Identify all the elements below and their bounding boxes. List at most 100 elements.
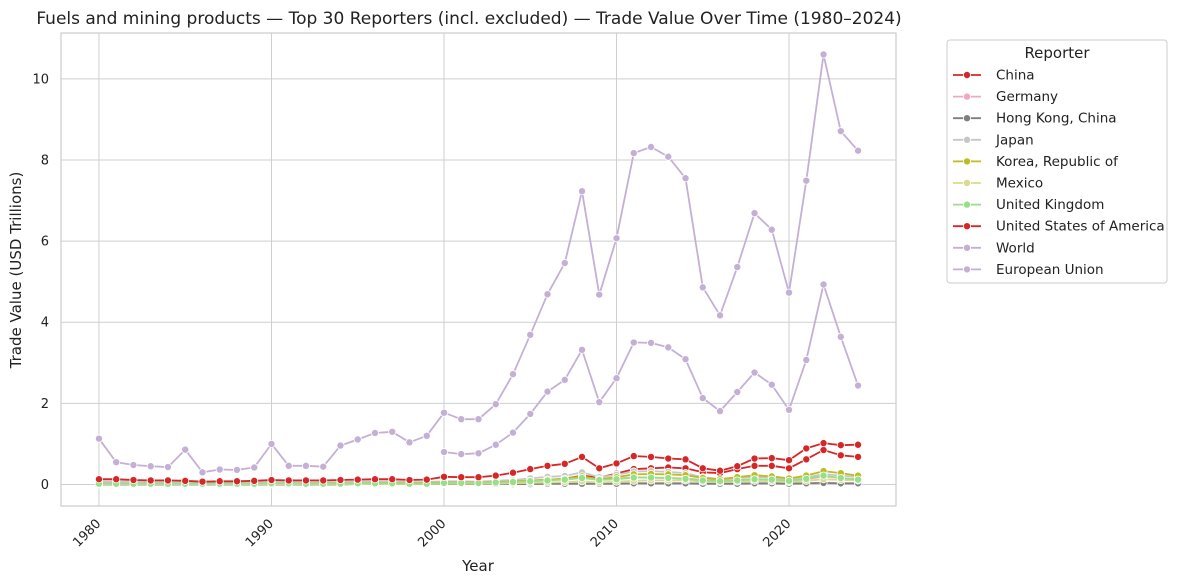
data-point [250,476,259,485]
legend-swatch-marker [963,265,972,274]
data-point [698,283,707,292]
data-point [163,463,172,472]
data-point [543,387,552,396]
data-point [836,332,845,341]
x-tick-label: 2020 [760,516,794,550]
y-tick-label: 0 [41,478,49,493]
data-point [767,475,776,484]
data-point [215,465,224,474]
data-point [836,441,845,450]
data-point [181,476,190,485]
data-point [664,343,673,352]
data-point [647,473,656,482]
legend-swatch-marker [963,92,972,101]
data-point [854,146,863,155]
data-point [112,475,121,484]
data-point [509,370,518,379]
legend-label: United Kingdom [996,197,1104,213]
data-point [647,452,656,461]
data-point [767,225,776,234]
data-point [560,375,569,384]
data-point [681,455,690,464]
data-point [405,438,414,447]
data-point [439,408,448,417]
legend-items: China Germany Hong Kong, China Japan Korea, … [953,68,1165,278]
data-point [750,209,759,218]
data-point [767,461,776,470]
data-point [595,290,604,299]
data-point [543,461,552,470]
x-tick-label: 2000 [415,516,449,550]
data-point [595,398,604,407]
legend-title: Reporter [1024,44,1090,62]
data-point [301,476,310,485]
data-point [526,409,535,418]
data-point [353,475,362,484]
data-point [578,345,587,354]
y-tick-label: 10 [32,72,49,87]
data-point [629,149,638,158]
legend-swatch-marker [963,71,972,80]
legend-label: World [996,240,1035,256]
data-point [681,355,690,364]
data-point [509,478,518,487]
data-point [733,462,742,471]
data-point [388,427,397,436]
legend-label: Germany [996,89,1058,105]
data-point [664,152,673,161]
data-point [112,458,121,467]
legend-item-japan: Japan [953,132,1034,148]
legend-swatch-marker [963,178,972,187]
data-point [526,477,535,486]
data-point [232,477,241,486]
data-point [301,461,310,470]
data-point [439,472,448,481]
data-point [716,466,725,475]
data-point [854,440,863,449]
data-point [267,476,276,485]
grid-layer [61,33,896,506]
data-point [560,459,569,468]
data-point [802,444,811,453]
data-point [146,476,155,485]
data-point [612,459,621,468]
legend-swatch-marker [963,243,972,252]
data-point [612,475,621,484]
data-point [491,400,500,409]
data-point [405,476,414,485]
data-point [785,405,794,414]
data-point [457,450,466,459]
legend-swatch-marker [963,135,972,144]
legend-swatch-marker [963,157,972,166]
data-point [284,461,293,470]
data-point [802,355,811,364]
y-tick-label: 8 [41,153,49,168]
legend-item-germany: Germany [953,89,1058,105]
data-point [767,454,776,463]
data-point [595,464,604,473]
data-point [319,476,328,485]
data-point [388,475,397,484]
data-point [94,434,103,443]
y-tick-label: 2 [41,397,49,412]
data-point [474,449,483,458]
data-point [629,473,638,482]
data-point [698,464,707,473]
data-point [129,461,138,470]
data-point [560,259,569,268]
data-point [802,474,811,483]
data-point [163,476,172,485]
legend-swatch-marker [963,200,972,209]
data-point [785,476,794,485]
data-point [716,477,725,486]
legend-item-hong-kong-china: Hong Kong, China [953,111,1117,127]
data-point [733,388,742,397]
data-point [750,368,759,377]
data-point [129,476,138,485]
data-point [267,439,276,448]
data-point [819,439,828,448]
legend: Reporter China Germany Hong Kong, China Jap… [946,39,1168,284]
data-point [785,288,794,297]
x-tick-label: 1980 [70,516,104,550]
